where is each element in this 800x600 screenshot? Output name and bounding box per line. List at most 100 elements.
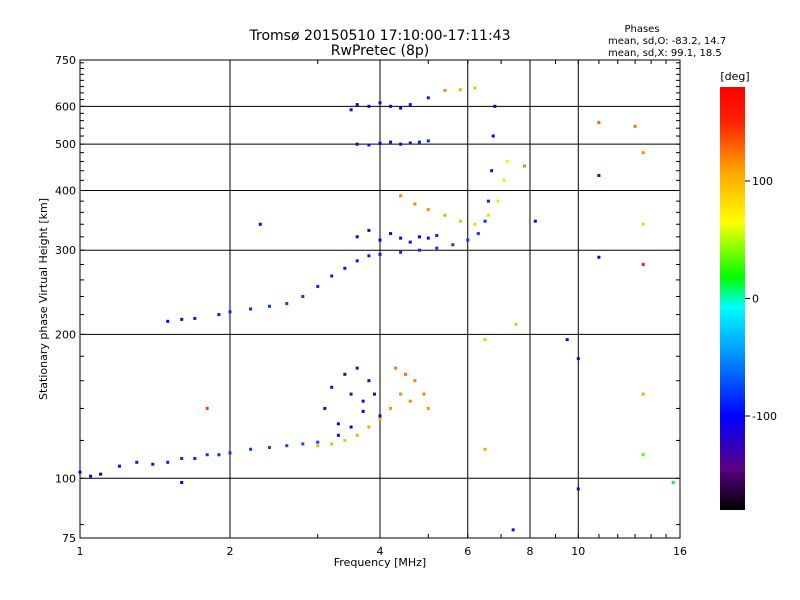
data-point (597, 173, 601, 177)
grid-lines (79, 60, 681, 538)
data-point (355, 259, 359, 263)
data-point (641, 453, 645, 457)
data-point (367, 379, 371, 383)
data-point (514, 322, 518, 326)
data-point (193, 316, 197, 320)
data-point (417, 140, 421, 144)
data-point (533, 219, 537, 223)
data-point (399, 106, 403, 110)
data-point (355, 103, 359, 107)
data-point (355, 433, 359, 437)
data-point (349, 108, 353, 112)
data-point (511, 528, 515, 532)
data-point (399, 194, 403, 198)
data-points (78, 86, 675, 532)
data-point (641, 263, 645, 267)
data-point (316, 444, 320, 448)
data-point (451, 243, 455, 247)
data-point (258, 222, 262, 226)
data-point (523, 164, 527, 168)
data-point (422, 392, 426, 396)
data-point (476, 232, 480, 236)
plot-frame (79, 59, 681, 539)
data-point (466, 238, 470, 242)
data-point (355, 366, 359, 370)
y-tick-label: 750 (55, 54, 76, 67)
data-point (408, 240, 412, 244)
data-point (285, 444, 289, 448)
x-tick-label: 10 (571, 545, 585, 558)
data-point (301, 442, 305, 446)
x-tick-label: 6 (464, 545, 471, 558)
data-point (249, 447, 253, 451)
data-point (349, 392, 353, 396)
colorbar-tick-label: 0 (752, 293, 759, 306)
data-point (417, 235, 421, 239)
data-point (355, 235, 359, 239)
colorbar (720, 87, 745, 510)
chart-subtitle: RwPretec (8p) (331, 43, 429, 59)
data-point (330, 442, 334, 446)
data-point (483, 219, 487, 223)
data-point (330, 385, 334, 389)
data-point (373, 392, 377, 396)
data-point (378, 101, 382, 105)
data-point (89, 474, 93, 478)
data-point (343, 266, 347, 270)
y-tick-label: 300 (55, 244, 76, 257)
data-point (367, 425, 371, 429)
x-tick-label: 16 (673, 545, 687, 558)
data-point (135, 460, 139, 464)
data-point (78, 470, 82, 474)
data-point (408, 103, 412, 107)
y-tick-labels: 75 100 200 300 400 500 600 750 (55, 54, 76, 545)
x-tick-labels: 1 2 4 6 8 10 16 (77, 545, 688, 558)
stats-line-x: mean, sd,X: 99.1, 18.5 (608, 48, 722, 59)
data-point (399, 392, 403, 396)
data-point (443, 213, 447, 217)
x-tick-label: 8 (527, 545, 534, 558)
data-point (343, 372, 347, 376)
data-point (378, 141, 382, 145)
data-point (330, 274, 334, 278)
data-point (576, 487, 580, 491)
data-point (228, 310, 232, 314)
data-point (435, 246, 439, 250)
data-point (378, 252, 382, 256)
data-point (490, 169, 494, 173)
y-tick-label: 75 (62, 532, 76, 545)
data-point (205, 453, 209, 457)
data-point (417, 248, 421, 252)
colorbar-ticks: 100 0 -100 (745, 175, 777, 423)
data-point (496, 199, 500, 203)
data-point (389, 140, 393, 144)
data-point (166, 460, 170, 464)
data-point (249, 307, 253, 311)
data-point (389, 406, 393, 410)
data-point (316, 440, 320, 444)
data-point (389, 104, 393, 108)
stats-heading: Phases (624, 24, 659, 35)
data-point (505, 159, 509, 163)
data-point (378, 417, 382, 421)
data-point (117, 464, 121, 468)
data-point (443, 88, 447, 92)
data-point (671, 480, 675, 484)
data-point (99, 472, 103, 476)
data-point (367, 254, 371, 258)
data-point (597, 121, 601, 125)
data-point (151, 462, 155, 466)
data-point (458, 219, 462, 223)
data-point (361, 399, 365, 403)
data-point (378, 414, 382, 418)
data-point (426, 139, 430, 143)
data-point (633, 124, 637, 128)
data-point (399, 142, 403, 146)
data-point (217, 453, 221, 457)
data-point (367, 104, 371, 108)
colorbar-tick-label: -100 (752, 410, 777, 423)
data-point (361, 409, 365, 413)
data-point (301, 295, 305, 299)
data-point (180, 317, 184, 321)
data-point (435, 234, 439, 238)
